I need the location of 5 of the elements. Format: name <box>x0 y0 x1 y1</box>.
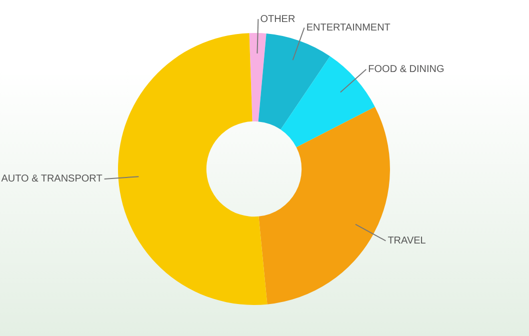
slice-label: ENTERTAINMENT <box>306 22 390 34</box>
slice-label: TRAVEL <box>388 236 426 247</box>
slice-label: OTHER <box>260 14 296 25</box>
slice-label: AUTO & TRANSPORT <box>1 174 102 185</box>
slice-label: FOOD & DINING <box>368 64 445 76</box>
